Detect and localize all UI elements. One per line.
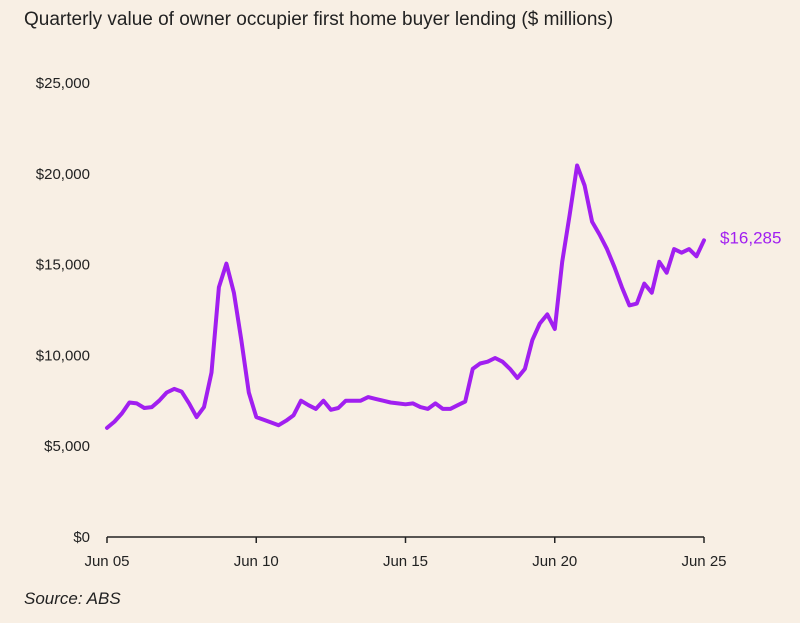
source-note: Source: ABS [24,589,121,608]
y-tick-label: $20,000 [36,166,90,183]
x-tick-label: Jun 05 [84,553,129,570]
series-line [105,163,706,430]
y-tick-label: $0 [73,529,90,546]
x-tick-label: Jun 10 [234,553,279,570]
x-axis: Jun 05 Jun 10 Jun 15 Jun 20 Jun 25 [84,536,727,570]
y-tick-label: $10,000 [36,347,90,364]
y-tick-label: $5,000 [44,438,90,455]
x-tick-label: Jun 20 [532,553,577,570]
x-tick-label: Jun 25 [681,553,726,570]
y-axis: $0 $5,000 $10,000 $15,000 $20,000 $25,000 [36,75,90,546]
chart-title: Quarterly value of owner occupier first … [24,9,614,30]
plot-area: $16,285 [105,163,781,430]
y-tick-label: $15,000 [36,257,90,274]
end-value-label: $16,285 [720,228,781,247]
x-tick-label: Jun 15 [383,553,428,570]
y-tick-label: $25,000 [36,75,90,92]
